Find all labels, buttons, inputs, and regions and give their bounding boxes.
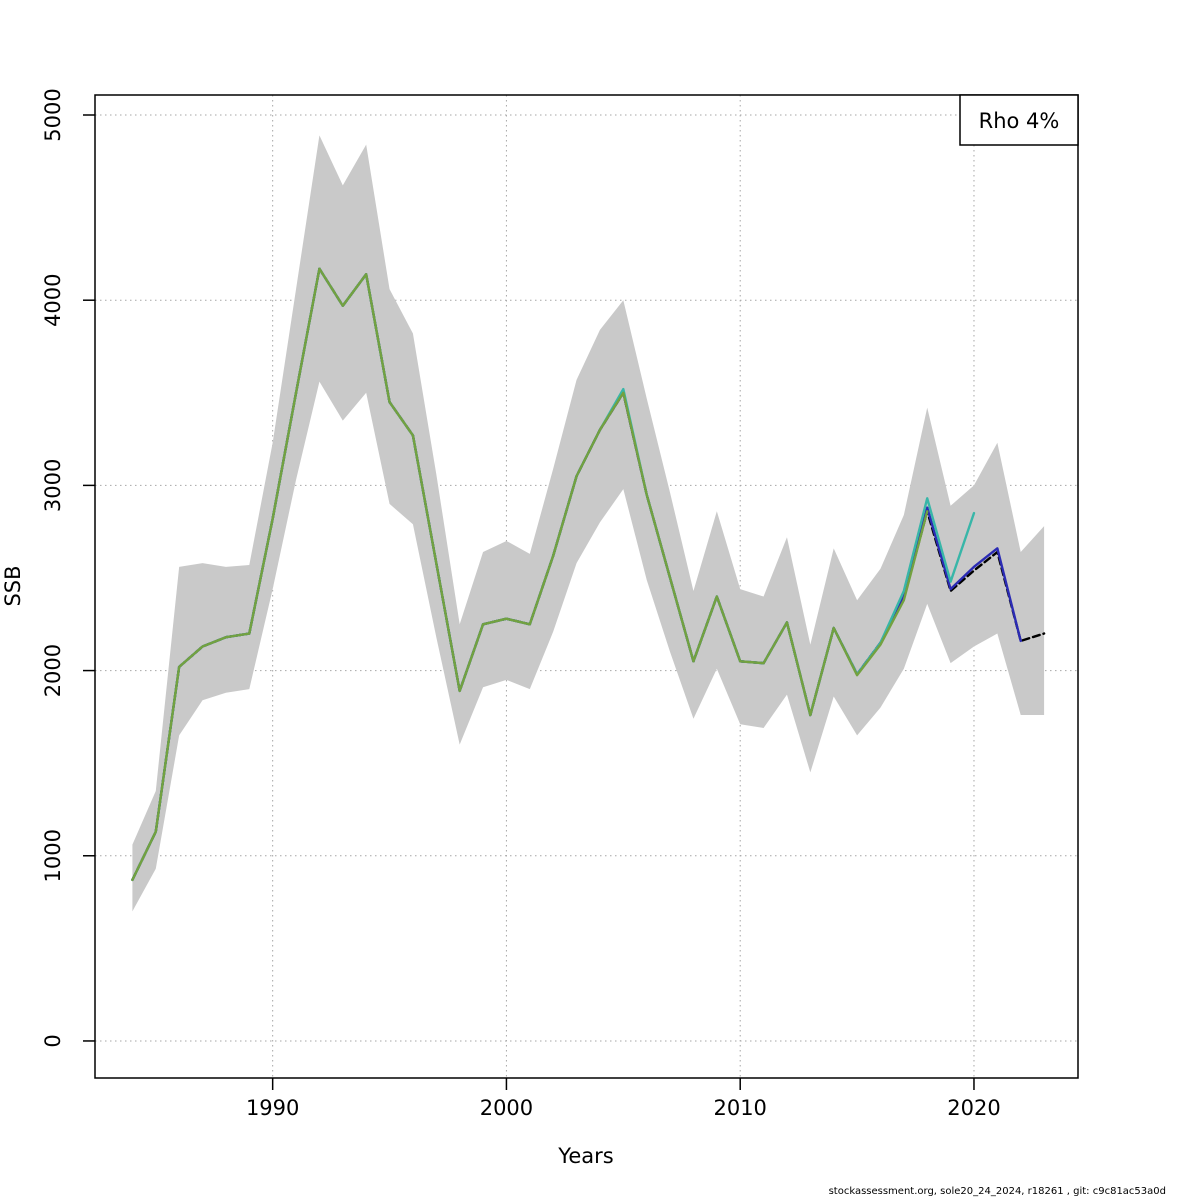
confidence-band xyxy=(132,135,1045,912)
plot-border xyxy=(94,94,1079,1079)
y-axis-tick-label: 5000 xyxy=(41,88,65,141)
x-axis-tick-label: 2020 xyxy=(947,1096,1000,1120)
source-caption: stockassessment.org, sole20_24_2024, r18… xyxy=(829,1186,1166,1197)
x-axis-tick-label: 2000 xyxy=(480,1096,533,1120)
y-axis-tick-label: 4000 xyxy=(41,273,65,326)
x-axis-title: Years xyxy=(557,1144,613,1168)
legend-label: Rho 4% xyxy=(979,109,1060,133)
x-axis-tick-label: 2010 xyxy=(713,1096,766,1120)
chart-generated-layer: 1990 2000 2010 2020 0 1000 2000 3000 4000 5000 xyxy=(41,88,1079,1120)
y-axis-tick-label: 2000 xyxy=(41,644,65,697)
x-axis-tick-label: 1990 xyxy=(246,1096,299,1120)
y-axis-tick-label: 3000 xyxy=(41,459,65,512)
legend-box xyxy=(959,94,1079,146)
y-axis-tick-label: 0 xyxy=(41,1034,65,1047)
series-line-retro-peel-2018 xyxy=(131,267,929,882)
y-axis-tick-label: 1000 xyxy=(41,829,65,882)
y-axis-title: SSB xyxy=(1,565,25,606)
